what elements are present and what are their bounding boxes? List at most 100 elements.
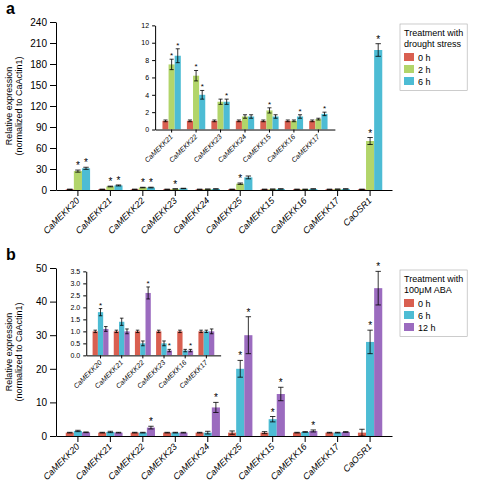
error-bar [327,432,332,434]
bar [131,189,139,190]
bar [74,431,82,436]
significance-label: * [149,416,153,427]
significance-labels: ******** [170,41,326,116]
error-bar [178,330,182,332]
y-tick: 1.5 [71,316,87,323]
error-bar [316,118,320,120]
error-bar [164,432,169,434]
error-bar [310,120,314,122]
error-bars [170,59,321,121]
y-tick-label: 20 [36,364,48,375]
error-bar [205,431,210,434]
x-tick-mark [175,436,176,442]
bar [193,76,199,130]
error-bar [210,329,214,334]
x-tick-mark [245,130,246,133]
y-tick-mark [83,271,86,272]
x-tick-label: CaOSR1 [341,196,374,229]
y-tick: 6 [145,74,155,81]
error-bar [302,189,307,190]
significance-label: * [311,420,315,431]
significance-label: * [147,279,150,288]
significance-label: * [268,100,271,109]
bar [301,432,309,436]
bar [211,121,217,130]
y-tick: 12 [141,22,155,29]
bar-series [162,121,315,130]
y-tick-mark [152,95,155,96]
y-tick-label: 10 [36,397,48,408]
y-tick-label: 4 [145,92,149,99]
error-bar [238,360,243,377]
x-tick-label: CaMEKK17 [301,441,342,482]
y-tick-label: 90 [36,122,48,133]
bar [98,433,106,436]
panel: **********CaMEKK20CaMEKK21CaMEKK22CaMEKK… [4,0,467,236]
significance-label: * [201,82,204,91]
error-bar [219,99,223,104]
y-tick-label: 3.0 [71,280,81,287]
y-axis-title: Relative expression(normalized to CaActi… [4,302,24,401]
x-tick-mark [272,436,273,442]
y-tick-mark [50,43,56,44]
bar [334,189,342,190]
error-bar [327,189,332,190]
error-bar [93,330,97,332]
x-tick-mark [142,436,143,442]
y-tick-mark [50,190,56,191]
bar [198,331,203,355]
y-tick-mark [83,307,86,308]
y-tick-mark [83,331,86,332]
error-bar [343,431,348,433]
y-axis: 024681012 [141,22,155,133]
bar [177,331,182,355]
legend-item: 12 h [404,323,436,333]
bar [293,433,301,436]
y-tick-label: 30 [36,330,48,341]
legend-label: 12 h [418,323,436,333]
y-tick: 180 [30,59,56,70]
bar [171,433,179,436]
error-bar [292,120,296,122]
bar [196,189,204,190]
error-bar [359,429,364,436]
bar [169,64,175,129]
error-bar [270,189,275,190]
legend-frame [400,24,467,91]
bar [334,433,342,436]
significance-label: * [376,261,380,272]
y-tick-label: 1.5 [71,316,81,323]
y-tick-label: 0.5 [71,340,81,347]
bar [163,189,171,190]
x-axis-line [57,436,393,437]
error-bar [125,329,129,334]
legend-item: 0 h [404,299,431,309]
error-bar [108,431,113,432]
bar [146,293,151,355]
y-tick: 90 [36,122,56,133]
x-tick-mark [196,130,197,133]
error-bar [75,430,80,431]
error-bar [335,432,340,434]
bar [156,331,161,355]
y-tick: 50 [36,263,56,274]
x-tick-mark [185,355,186,358]
bar [236,369,244,436]
error-bar [335,189,340,190]
y-tick: 240 [30,17,56,28]
plot-area [162,49,327,130]
error-bar [205,189,210,190]
error-bar [197,432,202,434]
bar [228,189,236,190]
legend-swatch [404,53,414,61]
bar [179,188,187,190]
inset-background [155,25,335,129]
bar [293,189,301,190]
bar [261,189,269,190]
y-tick: 2.5 [71,292,87,299]
x-tick-mark [100,355,101,358]
error-bar [213,188,218,189]
x-tick-mark [171,130,172,133]
bar [199,95,205,130]
x-axis: CaMEKK20CaMEKK21CaMEKK22CaMEKK23CaMEKK16… [72,355,221,389]
